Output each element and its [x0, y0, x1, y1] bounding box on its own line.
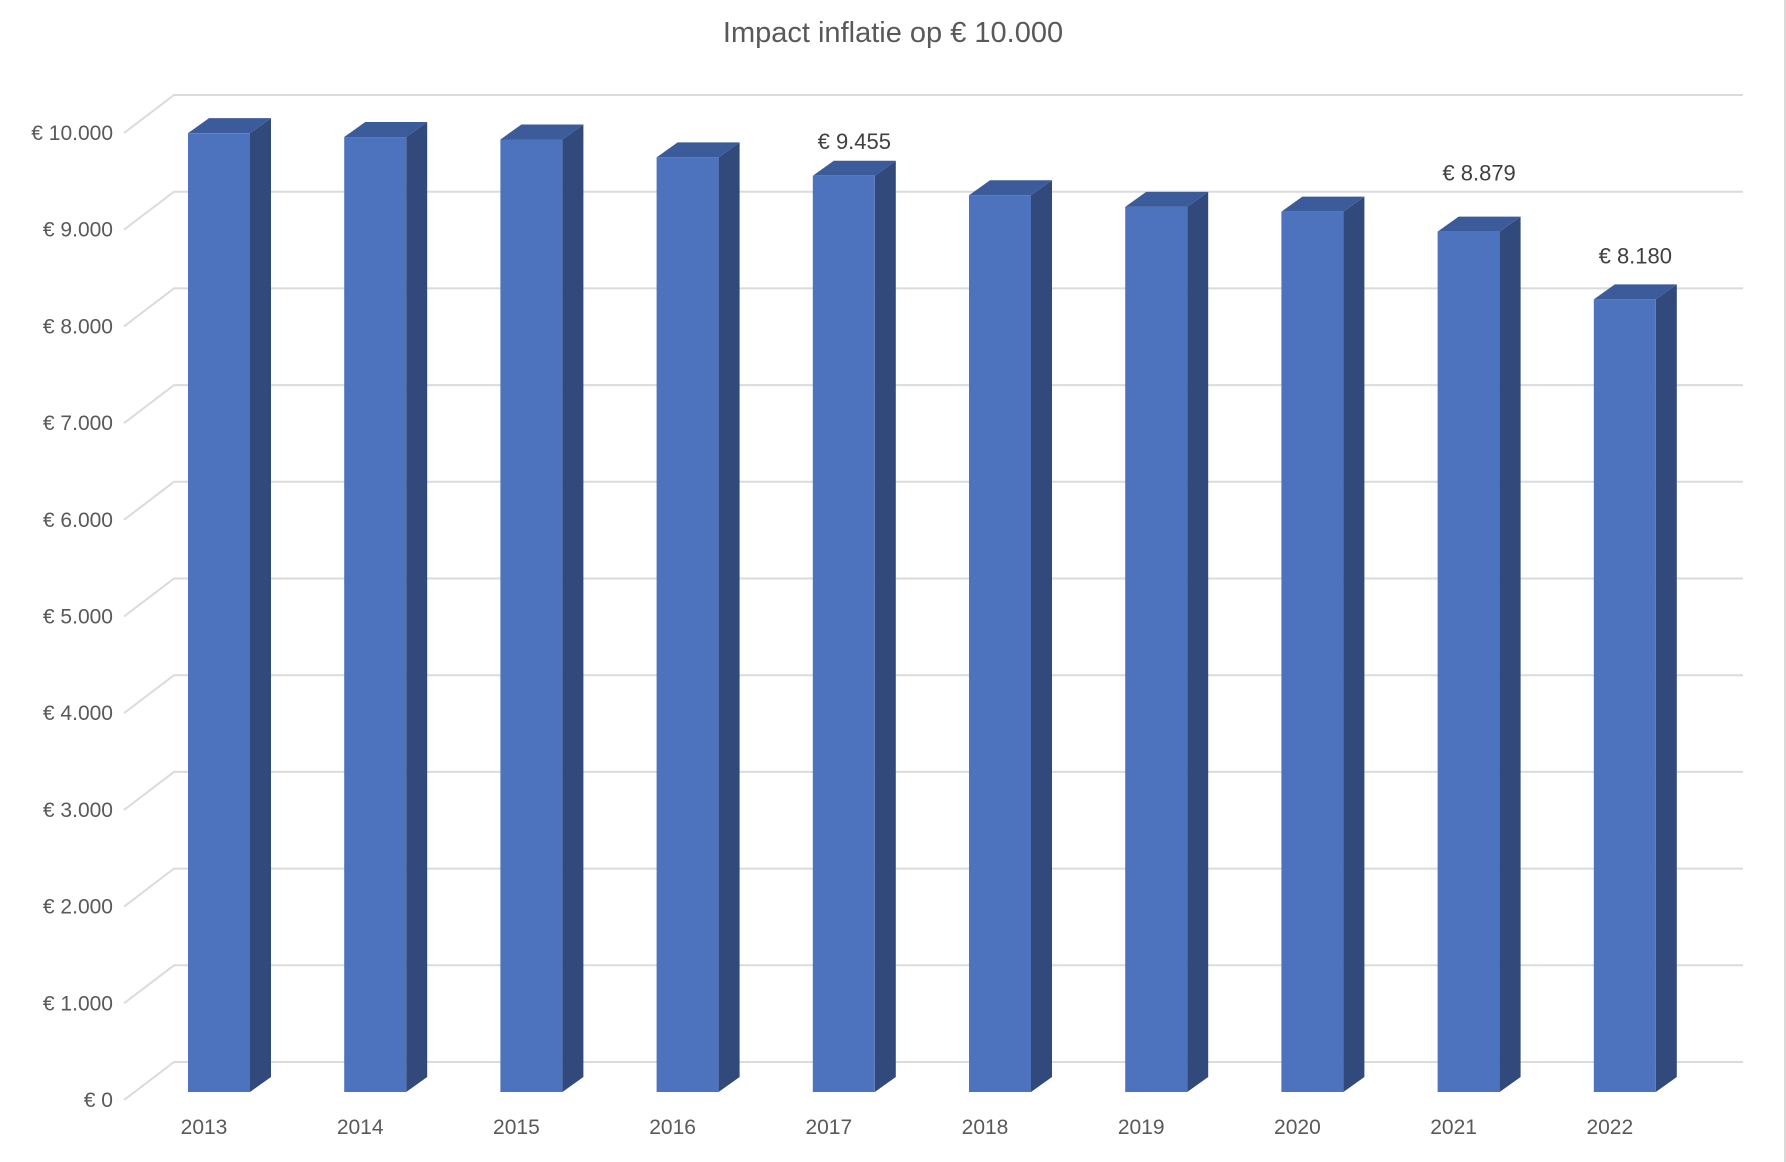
bar-side-face [406, 122, 428, 1093]
bar-top-face [969, 180, 1052, 196]
x-tick-label: 2016 [649, 1116, 696, 1139]
gridline [123, 190, 1743, 231]
bar-side-face [1499, 216, 1521, 1093]
x-axis-labels: 2013 2014 2015 2016 2017 2018 2019 2020 2021 2022 [181, 1116, 1634, 1139]
bar-front-face [1125, 206, 1188, 1093]
bar-top-face [812, 160, 896, 176]
y-axis-labels: € 0 € 1.000 € 2.000 € 3.000 € 4.000 € 5.000 € … [31, 122, 113, 1112]
data-label: € 9.455 [818, 129, 891, 154]
data-labels: € 9.455 € 8.879 € 8.180 [818, 129, 1672, 269]
gridline [123, 480, 1743, 521]
x-tick-label: 2013 [181, 1116, 228, 1139]
bars [188, 118, 1677, 1093]
x-tick-label: 2022 [1586, 1116, 1633, 1139]
bar-top-face [188, 118, 271, 134]
x-tick-label: 2017 [805, 1116, 852, 1139]
bar-front-face [812, 175, 875, 1093]
chart-title: Impact inflatie op € 10.000 [722, 17, 1064, 49]
y-tick-label: € 4.000 [43, 702, 113, 725]
bar-front-face [500, 139, 563, 1092]
bar-2017[interactable] [812, 160, 896, 1093]
gridline [123, 287, 1743, 328]
y-tick-label: € 0 [84, 1089, 113, 1112]
bar-top-face [656, 142, 740, 158]
x-tick-label: 2019 [1118, 1116, 1165, 1139]
bar-2018[interactable] [969, 180, 1052, 1093]
bar-side-face [562, 124, 584, 1092]
y-tick-label: € 6.000 [43, 509, 113, 532]
gridline [123, 1061, 1743, 1101]
gridline [123, 577, 1743, 618]
bar-side-face [1031, 180, 1052, 1093]
data-label: € 8.879 [1442, 161, 1515, 186]
bar-side-face [250, 118, 271, 1092]
bar-side-face [1655, 284, 1677, 1092]
y-tick-label: € 8.000 [43, 315, 113, 338]
y-tick-label: € 7.000 [43, 412, 113, 435]
bar-front-face [1437, 231, 1500, 1093]
y-tick-label: € 1.000 [43, 992, 113, 1015]
bar-side-face [1343, 196, 1365, 1092]
gridlines [123, 94, 1743, 1101]
bar-side-face [718, 142, 740, 1092]
bar-2015[interactable] [500, 124, 584, 1092]
bar-2016[interactable] [656, 142, 740, 1092]
y-tick-label: € 10.000 [31, 122, 113, 145]
bar-top-face [1125, 191, 1209, 207]
y-tick-label: € 2.000 [43, 896, 113, 919]
x-tick-label: 2018 [962, 1116, 1009, 1139]
y-tick-label: € 9.000 [43, 219, 113, 242]
bar-2022[interactable] [1593, 284, 1677, 1092]
y-tick-label: € 3.000 [43, 799, 113, 822]
x-tick-label: 2014 [337, 1116, 384, 1139]
gridline [123, 964, 1743, 1005]
gridline [123, 94, 1743, 134]
bar-top-face [1593, 284, 1677, 300]
x-tick-label: 2015 [493, 1116, 540, 1139]
gridline [123, 674, 1743, 714]
x-tick-label: 2020 [1274, 1116, 1321, 1139]
bar-front-face [344, 137, 407, 1092]
bar-top-face [344, 122, 428, 138]
bar-side-face [874, 160, 896, 1093]
bar-front-face [969, 195, 1031, 1093]
data-label: € 8.180 [1599, 243, 1672, 268]
y-tick-label: € 5.000 [43, 606, 113, 629]
bar-2014[interactable] [344, 122, 428, 1093]
bar-2019[interactable] [1125, 191, 1209, 1093]
bar-front-face [188, 133, 250, 1092]
gridline [123, 384, 1743, 424]
bar-top-face [500, 124, 584, 140]
bar-front-face [1281, 211, 1344, 1092]
x-tick-label: 2021 [1430, 1116, 1477, 1139]
bar-top-face [1437, 216, 1521, 232]
bar-side-face [1187, 191, 1209, 1093]
gridline [123, 770, 1743, 811]
bar-top-face [1281, 196, 1365, 212]
gridline [123, 867, 1743, 908]
bar-front-face [1593, 299, 1656, 1092]
bar-2021[interactable] [1437, 216, 1521, 1093]
bar-2013[interactable] [188, 118, 271, 1092]
bar-front-face [656, 157, 719, 1092]
bar-2020[interactable] [1281, 196, 1365, 1092]
